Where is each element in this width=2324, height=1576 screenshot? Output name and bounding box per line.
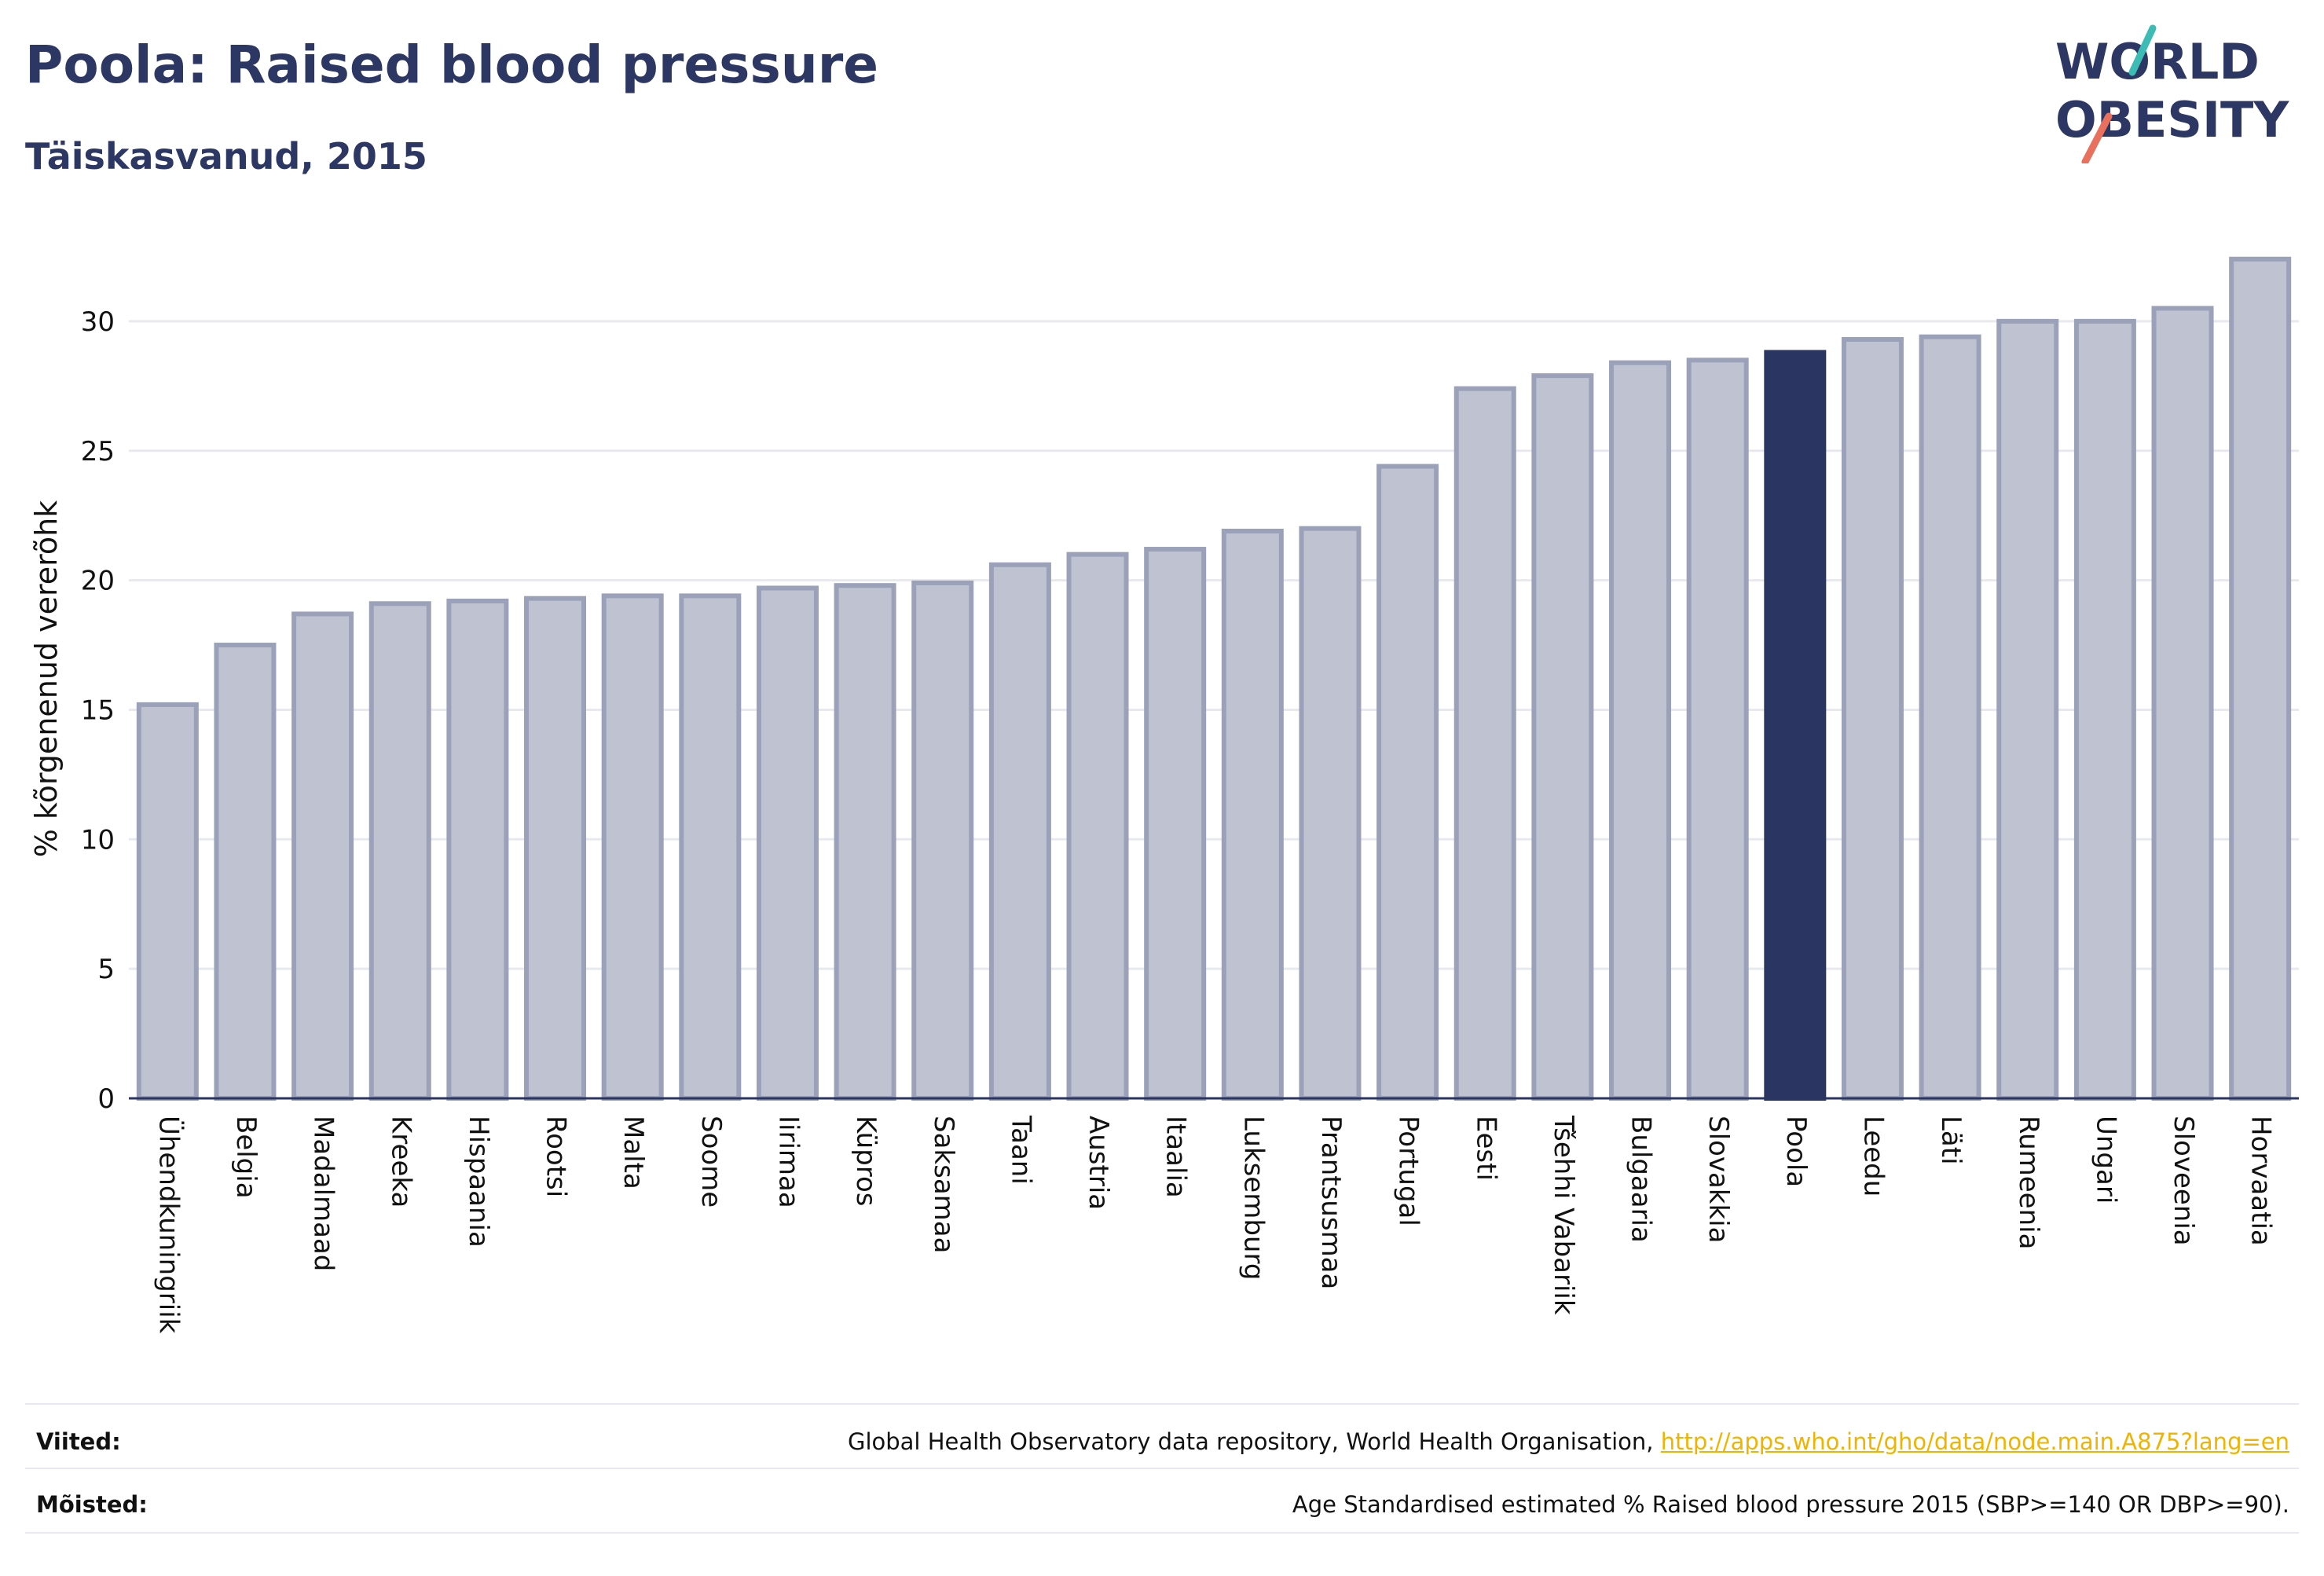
x-tick-label: Poola	[1780, 1116, 1812, 1187]
bar-chart: 0 5 10 15 20 25 30 Ühendkuningriik Belgia Madalm…	[29, 256, 2299, 1334]
bar	[1066, 552, 1129, 1101]
sources-text-wrap: Global Health Observatory data repositor…	[848, 1428, 2289, 1455]
footer-divider-bottom	[25, 1532, 2299, 1534]
x-tick-label: Rootsi	[541, 1116, 572, 1197]
x-tick-label: Slovakkia	[1703, 1116, 1734, 1243]
x-tick-label: Soome	[695, 1116, 727, 1208]
y-axis-title: % kõrgenenud vererõhk	[29, 500, 64, 858]
x-tick-label: Kreeka	[385, 1116, 416, 1208]
footer-divider-middle	[25, 1468, 2299, 1469]
bar	[214, 643, 277, 1101]
x-tick-label: Hispaania	[463, 1116, 494, 1248]
sources-text: Global Health Observatory data repositor…	[847, 1428, 1661, 1455]
bars	[136, 256, 2292, 1101]
x-tick-label: Madalmaad	[308, 1116, 339, 1271]
y-tick-label: 15	[81, 695, 115, 726]
bar	[988, 562, 1051, 1101]
chart-title: Poola: Raised blood pressure	[25, 35, 879, 95]
bar	[1841, 336, 1904, 1101]
bar	[2073, 318, 2136, 1101]
bar	[1221, 528, 1284, 1101]
x-tick-label: Läti	[1935, 1116, 1967, 1165]
bar	[1299, 526, 1362, 1101]
world-obesity-logo: WORLD OBESITY	[2055, 24, 2289, 163]
bar	[446, 598, 509, 1101]
footer-sources-row: Viited: Global Health Observatory data r…	[36, 1428, 2289, 1460]
x-tick-label: Ungari	[2090, 1116, 2121, 1204]
bar	[2151, 306, 2214, 1101]
x-tick-label: Leedu	[1857, 1116, 1889, 1197]
x-tick-label: Küpros	[850, 1116, 882, 1206]
y-tick-label: 25	[81, 436, 115, 467]
x-tick-label: Saksamaa	[928, 1116, 959, 1253]
x-tick-label: Bulgaaria	[1626, 1116, 1657, 1243]
bar	[756, 585, 819, 1101]
x-tick-label: Austria	[1083, 1116, 1114, 1210]
logo-line1: WORLD	[2055, 33, 2260, 90]
bar	[1919, 334, 1981, 1101]
x-tick-label: Rumeenia	[2013, 1116, 2044, 1249]
bar	[136, 702, 199, 1101]
y-tick-label: 5	[97, 954, 115, 985]
x-tick-label: Ühendkuningriik	[152, 1116, 185, 1334]
definitions-text: Age Standardised estimated % Raised bloo…	[1292, 1491, 2289, 1518]
bar	[2229, 256, 2292, 1101]
x-tick-label: Sloveenia	[2168, 1116, 2199, 1246]
bar	[834, 583, 896, 1101]
x-tick-label: Itaalia	[1160, 1116, 1192, 1198]
bar	[1144, 547, 1207, 1101]
bar	[1996, 318, 2059, 1101]
y-tick-label: 30	[81, 306, 115, 338]
bar	[1609, 360, 1672, 1101]
y-tick-label: 10	[81, 824, 115, 856]
definitions-label: Mõisted:	[36, 1491, 148, 1518]
x-tick-label: Taani	[1005, 1115, 1036, 1185]
bar	[1453, 386, 1516, 1101]
bar	[679, 593, 742, 1101]
bar	[368, 601, 431, 1101]
sources-label: Viited:	[36, 1428, 121, 1455]
bar	[1686, 357, 1749, 1101]
bar	[1531, 373, 1594, 1101]
y-tick-label: 0	[97, 1083, 115, 1115]
x-tick-label: Horvaatia	[2245, 1116, 2277, 1246]
logo-slash-coral	[2081, 112, 2113, 163]
bar	[911, 580, 974, 1101]
bar	[524, 596, 587, 1101]
bar	[291, 611, 354, 1101]
logo-slash-teal	[2128, 24, 2157, 76]
x-tick-label: Iirimaa	[772, 1116, 804, 1208]
bar	[1376, 464, 1439, 1101]
x-tick-label: Belgia	[230, 1116, 262, 1199]
sources-link[interactable]: http://apps.who.int/gho/data/node.main.A…	[1660, 1428, 2289, 1455]
bar-highlighted	[1764, 350, 1827, 1101]
x-tick-label: Tšehhi Vabariik	[1548, 1115, 1579, 1315]
x-tick-labels: Ühendkuningriik Belgia Madalmaad Kreeka Hisp…	[152, 1115, 2276, 1334]
x-tick-label: Luksemburg	[1237, 1116, 1269, 1280]
bar	[601, 593, 664, 1101]
x-tick-label: Prantsusmaa	[1315, 1116, 1347, 1289]
footer-divider-top	[25, 1403, 2299, 1405]
footer-definitions-row: Mõisted: Age Standardised estimated % Ra…	[36, 1491, 2289, 1523]
chart-subtitle: Täiskasvanud, 2015	[25, 135, 427, 178]
x-tick-label: Eesti	[1470, 1116, 1501, 1181]
x-tick-label: Malta	[618, 1116, 649, 1189]
y-tick-labels: 0 5 10 15 20 25 30	[81, 306, 115, 1115]
x-tick-label: Portugal	[1393, 1116, 1424, 1226]
y-tick-label: 20	[81, 566, 115, 597]
